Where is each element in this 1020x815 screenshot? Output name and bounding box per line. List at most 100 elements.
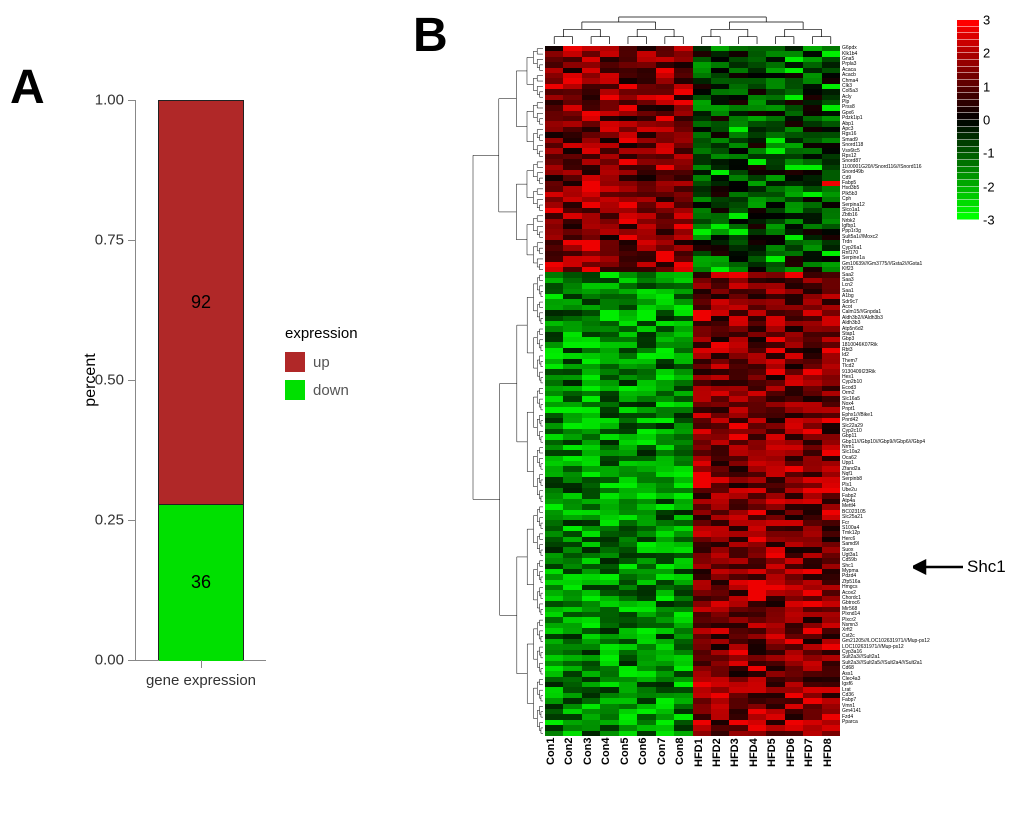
y-tick [128,100,136,101]
y-tick-label: 0.00 [95,652,124,669]
heatmap-cell [748,731,766,736]
colorkey-segment [957,47,979,54]
colorkey-segment [957,67,979,74]
heatmap-cell [693,731,711,736]
panel-b-label: B [413,8,448,63]
colorkey-segment [957,53,979,60]
colorkey-segment [957,213,979,220]
callout-text: Shc1 [967,557,1006,577]
column-label: HFD1 [693,738,711,808]
colorkey-segment [957,173,979,180]
colorkey-segment [957,113,979,120]
colorkey-segment [957,193,979,200]
colorkey-segment [957,133,979,140]
row-dendrogram [470,46,543,736]
heatmap-cell [637,731,655,736]
colorkey-tick: 3 [983,13,990,28]
colorkey-segment [957,200,979,207]
heatmap-cell [729,731,747,736]
heatmap-cell [674,731,692,736]
heatmap-cell [803,731,821,736]
column-label: HFD4 [748,738,766,808]
legend-a: expression up down [285,325,358,408]
colorkey-segment [957,127,979,134]
heatmap-cell [711,731,729,736]
heatmap-cell [785,731,803,736]
y-tick-label: 0.75 [95,232,124,249]
column-label: Con8 [674,738,692,808]
row-labels: G6pdxKlk1b4Gna5Prpla3AcacaAcacbChma4Clk3… [842,46,972,736]
column-label: HFD7 [803,738,821,808]
column-label: HFD2 [711,738,729,808]
colorkey-segment [957,93,979,100]
column-label: HFD3 [729,738,747,808]
heatmap-cell [822,731,840,736]
legend-label: down [313,382,349,399]
column-labels: Con1Con2Con3Con4Con5Con6Con7Con8HFD1HFD2… [545,738,840,808]
colorkey-segment [957,60,979,67]
heatmap-cell [600,731,618,736]
colorkey-segment [957,73,979,80]
colorkey-segment [957,160,979,167]
colorkey-segment [957,80,979,87]
colorkey-segment [957,100,979,107]
color-key-bar [957,20,979,220]
colorkey-tick: 2 [983,46,990,61]
colorkey-segment [957,40,979,47]
color-key-labels: 3210-1-2-3 [979,20,1007,220]
column-label: Con4 [600,738,618,808]
colorkey-tick: -2 [983,179,995,194]
y-tick [128,520,136,521]
column-label: HFD6 [785,738,803,808]
column-dendrogram [545,14,840,44]
column-label: Con7 [656,738,674,808]
colorkey-tick: -1 [983,146,995,161]
y-tick-label: 1.00 [95,92,124,109]
bar-value-down: 36 [159,572,243,593]
y-tick [128,660,136,661]
arrow-icon [913,558,963,576]
colorkey-segment [957,187,979,194]
row-label [842,731,972,736]
colorkey-tick: -3 [983,213,995,228]
column-label: Con3 [582,738,600,808]
column-label: Con2 [563,738,581,808]
legend-swatch [285,352,305,372]
colorkey-segment [957,27,979,34]
heatmap-cell [619,731,637,736]
legend-item-down: down [285,380,358,400]
y-tick [128,240,136,241]
legend-item-up: up [285,352,358,372]
heatmap-cell [582,731,600,736]
colorkey-segment [957,147,979,154]
y-tick [128,380,136,381]
colorkey-segment [957,33,979,40]
color-key: 3210-1-2-3 [957,20,1009,220]
legend-a-title: expression [285,325,358,342]
bar-value-up: 92 [159,292,243,313]
column-label: Con5 [619,738,637,808]
y-tick-label: 0.50 [95,372,124,389]
legend-swatch [285,380,305,400]
column-label: Con6 [637,738,655,808]
heatmap-cell [563,731,581,736]
colorkey-segment [957,120,979,127]
colorkey-tick: 1 [983,79,990,94]
x-tick [201,660,202,668]
colorkey-segment [957,87,979,94]
stacked-bar: 92 36 [158,100,244,660]
colorkey-segment [957,167,979,174]
shc1-callout: Shc1 [913,557,1006,577]
column-label: Con1 [545,738,563,808]
colorkey-segment [957,107,979,114]
bar-divider [159,504,243,505]
heatmap-cell [545,731,563,736]
colorkey-tick: 0 [983,113,990,128]
panel-a-barchart: 9236 gene expression percent 0.000.250.5… [75,90,405,710]
legend-label: up [313,354,330,371]
heatmap-cell [766,731,784,736]
panel-a-label: A [10,60,45,115]
colorkey-segment [957,20,979,27]
column-label: HFD5 [766,738,784,808]
y-tick-label: 0.25 [95,512,124,529]
